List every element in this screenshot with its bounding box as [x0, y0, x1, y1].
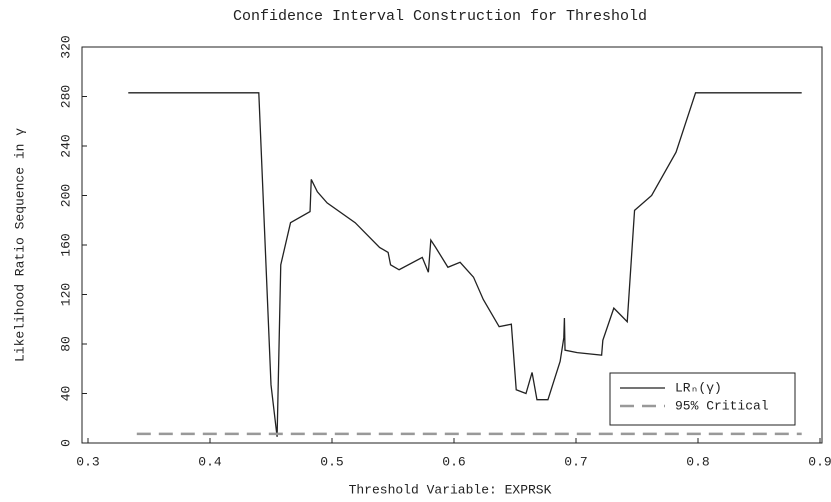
y-tick-label: 40	[58, 386, 73, 402]
legend-box	[609, 372, 796, 426]
x-tick-label: 0.4	[198, 454, 222, 469]
x-tick-label: 0.3	[76, 454, 99, 469]
legend-label: LRₙ(γ)	[675, 380, 722, 395]
y-tick-label: 280	[58, 85, 73, 108]
legend-label: 95% Critical	[675, 398, 769, 413]
y-tick-label: 0	[58, 439, 73, 447]
x-tick-label: 0.9	[808, 454, 831, 469]
chart-title: Confidence Interval Construction for Thr…	[233, 8, 647, 25]
y-tick-label: 320	[58, 35, 73, 58]
x-tick-label: 0.8	[686, 454, 709, 469]
series-line	[128, 92, 802, 437]
x-tick-label: 0.5	[320, 454, 343, 469]
x-axis-label: Threshold Variable: EXPRSK	[349, 482, 552, 497]
y-tick-label: 160	[58, 233, 73, 256]
y-tick-label: 120	[58, 283, 73, 306]
x-tick-label: 0.6	[442, 454, 465, 469]
x-tick-label: 0.7	[564, 454, 587, 469]
y-tick-label: 80	[58, 336, 73, 352]
y-tick-label: 240	[58, 134, 73, 157]
y-axis-label: Likelihood Ratio Sequence in γ	[12, 128, 27, 362]
y-tick-label: 200	[58, 184, 73, 207]
